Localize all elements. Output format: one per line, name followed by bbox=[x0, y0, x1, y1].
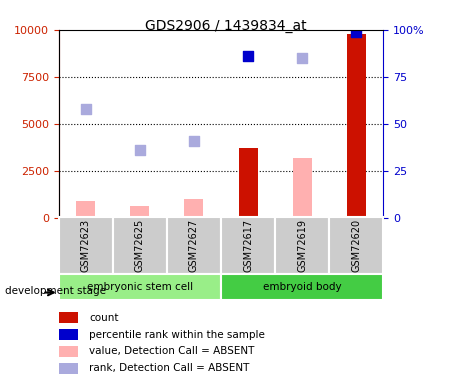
Bar bbox=[293, 158, 312, 218]
Bar bbox=[59, 363, 78, 374]
FancyBboxPatch shape bbox=[167, 217, 221, 274]
Text: development stage: development stage bbox=[5, 286, 106, 296]
Text: GSM72619: GSM72619 bbox=[297, 219, 307, 272]
Point bbox=[299, 55, 306, 61]
Bar bbox=[184, 199, 203, 217]
Text: GSM72625: GSM72625 bbox=[135, 219, 145, 272]
Text: count: count bbox=[89, 313, 119, 322]
Text: percentile rank within the sample: percentile rank within the sample bbox=[89, 330, 265, 339]
FancyBboxPatch shape bbox=[113, 217, 167, 274]
Bar bbox=[59, 346, 78, 357]
Text: GSM72617: GSM72617 bbox=[243, 219, 253, 272]
Text: GSM72623: GSM72623 bbox=[81, 219, 91, 272]
FancyBboxPatch shape bbox=[329, 217, 383, 274]
Point bbox=[244, 53, 252, 59]
Text: GDS2906 / 1439834_at: GDS2906 / 1439834_at bbox=[145, 19, 306, 33]
Point bbox=[136, 147, 143, 153]
Bar bbox=[76, 201, 95, 217]
FancyBboxPatch shape bbox=[59, 274, 221, 300]
Bar bbox=[59, 329, 78, 340]
Text: rank, Detection Call = ABSENT: rank, Detection Call = ABSENT bbox=[89, 363, 250, 373]
Text: value, Detection Call = ABSENT: value, Detection Call = ABSENT bbox=[89, 346, 255, 356]
Text: embryoid body: embryoid body bbox=[263, 282, 341, 292]
FancyBboxPatch shape bbox=[221, 217, 275, 274]
Point bbox=[190, 138, 198, 144]
Bar bbox=[347, 34, 366, 218]
Text: GSM72627: GSM72627 bbox=[189, 219, 199, 272]
Point bbox=[353, 29, 360, 35]
FancyBboxPatch shape bbox=[275, 217, 329, 274]
FancyBboxPatch shape bbox=[221, 274, 383, 300]
Text: GSM72620: GSM72620 bbox=[351, 219, 361, 272]
Point bbox=[82, 106, 89, 112]
Bar bbox=[239, 148, 258, 217]
Text: embryonic stem cell: embryonic stem cell bbox=[87, 282, 193, 292]
Bar bbox=[130, 206, 149, 218]
Bar bbox=[59, 312, 78, 323]
FancyBboxPatch shape bbox=[59, 217, 113, 274]
